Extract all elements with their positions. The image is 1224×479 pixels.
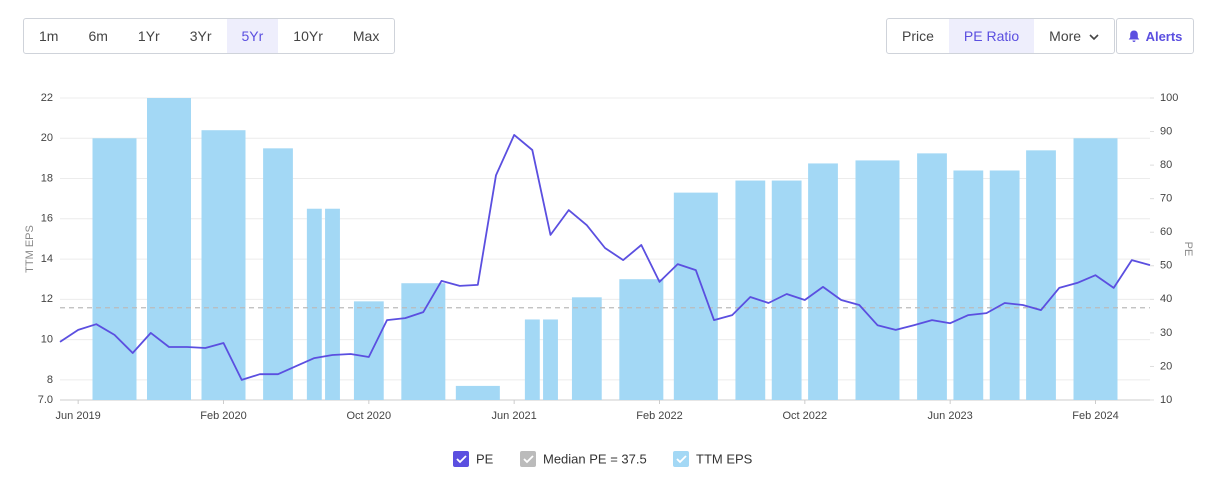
- x-tick-label: Oct 2022: [783, 410, 828, 422]
- bar: [771, 180, 802, 400]
- y2-tick-label: 50: [1160, 260, 1172, 272]
- legend-check: [676, 455, 687, 464]
- bar: [325, 208, 340, 400]
- bar: [953, 170, 984, 400]
- bar: [808, 163, 838, 400]
- bell-icon: [1128, 30, 1139, 42]
- button-label: PE Ratio: [963, 28, 1020, 44]
- legend-checkbox[interactable]: [520, 451, 536, 467]
- bar: [571, 297, 602, 400]
- bar: [455, 385, 500, 400]
- bar: [353, 301, 384, 400]
- alerts-button[interactable]: Alerts: [1116, 18, 1194, 54]
- x-tick-label: Feb 2024: [1072, 410, 1118, 422]
- bar: [543, 319, 558, 400]
- x-tick-label: Jun 2019: [56, 410, 101, 422]
- chevron-icon: [1089, 34, 1099, 41]
- y2-tick-label: 90: [1160, 125, 1172, 137]
- bar: [917, 153, 947, 400]
- bar: [401, 283, 446, 400]
- y-tick-label: 12: [41, 293, 53, 305]
- y2-tick-label: 60: [1160, 226, 1172, 238]
- legend-check: [456, 455, 467, 464]
- y2-tick-label: 80: [1160, 159, 1172, 171]
- x-tick-label: Feb 2022: [636, 410, 682, 422]
- x-tick-label: Jun 2023: [928, 410, 973, 422]
- bar: [735, 180, 766, 400]
- legend-checkbox[interactable]: [453, 451, 469, 467]
- y-tick-label: 16: [41, 213, 53, 225]
- toolbar-button[interactable]: More: [1034, 19, 1114, 53]
- bar: [92, 138, 137, 400]
- y2-tick-label: 70: [1160, 193, 1172, 205]
- x-tick-label: Feb 2020: [200, 410, 246, 422]
- button-label: Max: [352, 28, 380, 44]
- bar: [524, 319, 540, 400]
- legend-check: [523, 455, 534, 464]
- bar: [147, 98, 191, 400]
- x-tick-label: Oct 2020: [347, 410, 392, 422]
- x-tick-label: Jun 2021: [492, 410, 537, 422]
- y2-tick-label: 20: [1160, 360, 1172, 372]
- button-label: 5Yr: [241, 28, 264, 44]
- bar: [673, 192, 718, 400]
- legend-label[interactable]: TTM EPS: [696, 451, 753, 466]
- bar: [855, 160, 900, 400]
- y2-tick-label: 30: [1160, 327, 1172, 339]
- button-label: 1Yr: [137, 28, 160, 44]
- y-tick-label: 14: [41, 253, 53, 265]
- bar: [989, 170, 1020, 400]
- toolbar-button[interactable]: Max: [338, 19, 394, 53]
- button-label: More: [1049, 28, 1082, 44]
- legend-label[interactable]: PE: [476, 451, 494, 466]
- toolbar-button[interactable]: 1m: [24, 19, 73, 53]
- y-tick-label: 7.0: [38, 394, 53, 406]
- y-tick-label: 20: [41, 132, 53, 144]
- y-axis-title: TTM EPS: [24, 225, 36, 273]
- toolbar-button[interactable]: 6m: [73, 19, 122, 53]
- button-label: 6m: [88, 28, 108, 44]
- bar: [201, 130, 246, 401]
- toolbar-button[interactable]: Price: [887, 19, 949, 53]
- y2-tick-label: 40: [1160, 293, 1172, 305]
- y-tick-label: 18: [41, 172, 53, 184]
- range-selector: 1m 6m 1Yr 3Yr 5Yr 10Yr Max: [23, 18, 396, 54]
- button-label: 3Yr: [189, 28, 212, 44]
- toolbar-button[interactable]: 5Yr: [226, 19, 279, 53]
- y-tick-label: 8: [47, 374, 53, 386]
- button-label: 10Yr: [293, 28, 323, 44]
- y-tick-label: 10: [41, 334, 53, 346]
- toolbar-button[interactable]: 10Yr: [278, 19, 338, 53]
- y2-axis-title: PE: [1182, 242, 1194, 257]
- view-selector: Price PE Ratio More: [886, 18, 1116, 54]
- toolbar-button[interactable]: 3Yr: [175, 19, 227, 53]
- toolbar-button[interactable]: 1Yr: [123, 19, 175, 53]
- toolbar-button[interactable]: PE Ratio: [948, 19, 1035, 53]
- y-tick-label: 22: [41, 92, 53, 104]
- button-label: 1m: [39, 28, 59, 44]
- legend-label[interactable]: Median PE = 37.5: [543, 451, 647, 466]
- line: [59, 134, 1151, 381]
- y2-tick-label: 100: [1160, 92, 1178, 104]
- bar: [619, 279, 664, 400]
- bar: [263, 148, 293, 400]
- bar: [1073, 138, 1118, 400]
- bar: [306, 208, 322, 400]
- bar: [1026, 150, 1056, 400]
- y2-tick-label: 10: [1160, 394, 1172, 406]
- button-label: Price: [902, 28, 934, 44]
- alerts-label: Alerts: [1145, 28, 1183, 44]
- legend-checkbox[interactable]: [673, 451, 689, 467]
